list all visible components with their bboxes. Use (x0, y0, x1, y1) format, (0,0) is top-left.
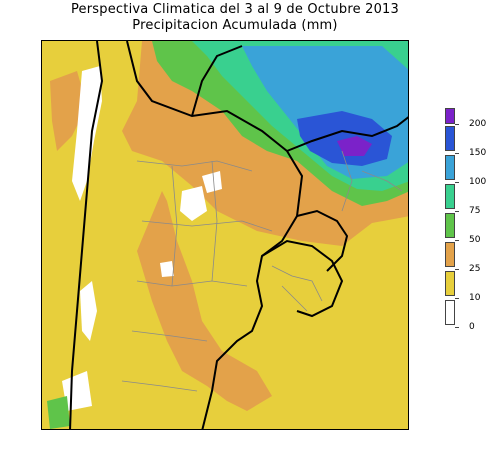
map-title: Perspectiva Climatica del 3 al 9 de Octu… (70, 2, 399, 17)
map-subtitle: Precipitacion Acumulada (mm) (132, 18, 338, 33)
legend-label-0: 0 (469, 322, 475, 332)
precipitation-legend: 0 10 25 50 75 100 150 200 (445, 108, 495, 348)
legend-color-75 (445, 184, 455, 209)
legend-label-100: 100 (469, 177, 487, 187)
legend-tick (455, 153, 459, 154)
legend-label-10: 10 (469, 293, 481, 303)
legend-tick (455, 269, 459, 270)
legend-label-75: 75 (469, 206, 481, 216)
legend-color-150 (445, 126, 455, 151)
legend-color-10 (445, 271, 455, 296)
max-rain-core (337, 136, 372, 156)
light-rain-north-andes (50, 71, 87, 151)
legend-label-150: 150 (469, 148, 487, 158)
legend-tick (455, 124, 459, 125)
legend-color-50 (445, 213, 455, 238)
country-borders (69, 41, 408, 429)
legend-tick (455, 211, 459, 212)
legend-color-25 (445, 242, 455, 267)
legend-color-100 (445, 155, 455, 180)
legend-label-50: 50 (469, 235, 481, 245)
extreme-rain-zone (297, 111, 392, 166)
no-rain-andes-north (72, 66, 102, 201)
legend-color-0 (445, 300, 455, 325)
no-rain-patch (160, 261, 174, 277)
light-rain-band-central (137, 151, 272, 411)
no-rain-patch (202, 171, 222, 193)
legend-tick (455, 240, 459, 241)
legend-tick (455, 327, 459, 328)
legend-tick (455, 298, 459, 299)
province-borders (121, 150, 403, 392)
legend-label-200: 200 (469, 119, 487, 129)
legend-tick (455, 182, 459, 183)
legend-label-25: 25 (469, 264, 481, 274)
no-rain-patch (62, 371, 92, 411)
legend-color-200 (445, 108, 455, 124)
no-rain-patch (180, 186, 207, 221)
precipitation-map (41, 40, 409, 430)
no-rain-patch (80, 281, 97, 341)
moderate-rain-patch (47, 396, 70, 429)
